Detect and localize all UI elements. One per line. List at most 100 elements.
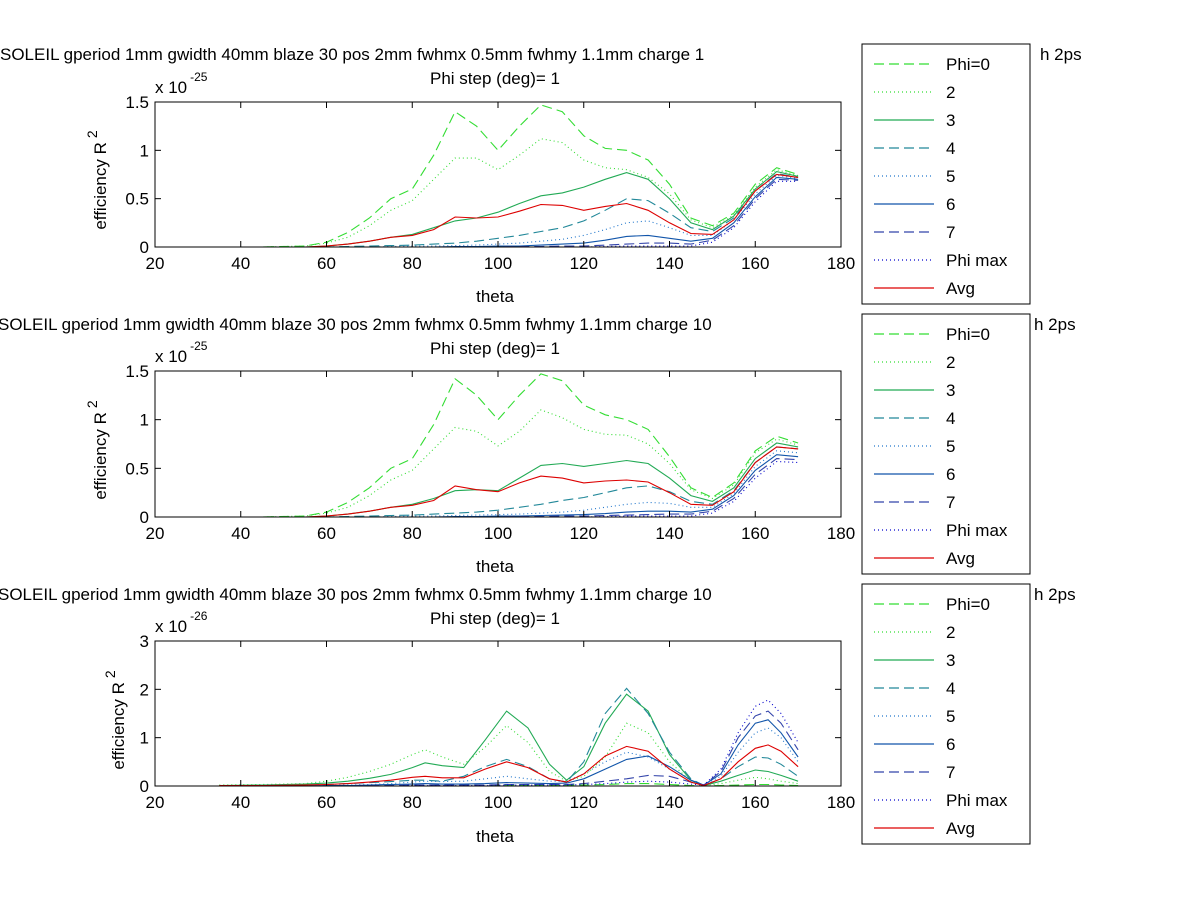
legend-label: 2 [946,623,955,642]
panel-2-subtitle: Phi step (deg)= 1 [430,339,560,358]
legend-box [861,583,1031,845]
y-tick-label: 0.5 [125,459,149,478]
x-tick-label: 80 [403,524,422,543]
x-tick-label: 180 [827,254,855,273]
x-tick-label: 40 [231,254,250,273]
x-tick-label: 20 [146,524,165,543]
x-tick-label: 140 [655,524,683,543]
panel-3-xlabel: theta [476,827,514,846]
series-line-phi-0 [219,104,799,248]
panel-3-subtitle: Phi step (deg)= 1 [430,609,560,628]
legend-label: 3 [946,381,955,400]
panel-1-exponent: x 10-25 [155,70,208,97]
x-tick-label: 40 [231,793,250,812]
x-tick-label: 100 [484,254,512,273]
panel-3-ylabel-sup: 2 [102,670,118,678]
panel-1: 20 40 60 80 100 120 140 160 180 0 0.5 1 1.5 SOLEIL g… [0,43,1082,306]
legend-label: 3 [946,111,955,130]
panel-3-ylabel: efficiency R 2 [102,670,128,770]
legend-label: Phi max [946,791,1008,810]
legend-label: 6 [946,735,955,754]
panel-1-legend: Phi=0 2 3 4 5 6 7 Phi max Avg [861,43,1031,305]
series-line-2 [219,409,799,518]
legend-label: Phi=0 [946,595,990,614]
panel-3-exponent-power: -26 [190,609,208,623]
panel-2-exponent-power: -25 [190,339,208,353]
x-tick-label: 100 [484,524,512,543]
legend-label: 4 [946,409,955,428]
x-tick-label: 80 [403,793,422,812]
x-tick-label: 180 [827,793,855,812]
panel-1-exponent-power: -25 [190,70,208,84]
panel-1-ylabel-text: efficiency R [91,142,110,230]
legend-label: Phi max [946,521,1008,540]
legend-label: 7 [946,223,955,242]
panel-3-exponent-base: x 10 [155,617,187,636]
panel-3-title-tail: h 2ps [1034,585,1076,604]
panel-3-exponent: x 10-26 [155,609,208,636]
legend-label: Phi max [946,251,1008,270]
legend-label: 2 [946,83,955,102]
panel-1-title: SOLEIL gperiod 1mm gwidth 40mm blaze 30 … [0,45,704,64]
x-tick-label: 100 [484,793,512,812]
y-tick-label: 2 [140,680,149,699]
x-tick-label: 160 [741,524,769,543]
x-tick-label: 180 [827,524,855,543]
series-line-avg [219,446,799,518]
x-tick-label: 160 [741,254,769,273]
panel-3-ylabel-text: efficiency R [109,682,128,770]
series-line-phi-0 [219,373,799,518]
panel-1-title-tail: h 2ps [1040,45,1082,64]
x-tick-label: 80 [403,254,422,273]
panel-1-ticks: 20 40 60 80 100 120 140 160 180 0 0.5 1 1.5 [125,93,855,273]
legend-label: 4 [946,679,955,698]
x-tick-label: 120 [570,524,598,543]
panel-2: 20 40 60 80 100 120 140 160 180 0 0.5 1 1.5 SOLEIL g… [0,313,1076,576]
series-line-3 [219,693,799,787]
x-tick-label: 20 [146,793,165,812]
legend-label: 7 [946,493,955,512]
panel-2-legend: Phi=0 2 3 4 5 6 7 Phi max Avg [861,313,1031,575]
series-line-7 [219,178,799,248]
x-tick-label: 140 [655,793,683,812]
legend-label: 6 [946,465,955,484]
panel-3: 20 40 60 80 100 120 140 160 180 0 1 2 3 SOLEIL gperi… [0,583,1076,846]
panel-1-ylabel-sup: 2 [84,130,100,138]
y-tick-label: 0.5 [125,190,149,209]
legend-label: 2 [946,353,955,372]
legend-label: 7 [946,763,955,782]
legend-label: Avg [946,819,975,838]
panel-3-ticks: 20 40 60 80 100 120 140 160 180 0 1 2 3 [140,632,856,812]
x-tick-label: 60 [317,254,336,273]
y-tick-label: 1 [140,141,149,160]
legend-box [861,313,1031,575]
panel-3-title: SOLEIL gperiod 1mm gwidth 40mm blaze 30 … [0,585,712,604]
panel-2-title-tail: h 2ps [1034,315,1076,334]
y-tick-label: 0 [140,508,149,527]
y-tick-label: 1 [140,729,149,748]
y-tick-label: 1.5 [125,93,149,112]
y-tick-label: 0 [140,238,149,257]
panel-2-ylabel: efficiency R 2 [84,400,110,500]
legend-label: Phi=0 [946,325,990,344]
y-tick-label: 3 [140,632,149,651]
panel-2-xlabel: theta [476,557,514,576]
x-tick-label: 60 [317,793,336,812]
series-line-5 [219,727,799,787]
panel-2-title: SOLEIL gperiod 1mm gwidth 40mm blaze 30 … [0,315,712,334]
y-tick-label: 0 [140,777,149,796]
panel-2-exponent: x 10-25 [155,339,208,366]
legend-label: 6 [946,195,955,214]
legend-box [861,43,1031,305]
legend-label: 5 [946,167,955,186]
x-tick-label: 140 [655,254,683,273]
x-tick-label: 120 [570,254,598,273]
legend-label: 5 [946,437,955,456]
panel-1-xlabel: theta [476,287,514,306]
panel-2-exponent-base: x 10 [155,347,187,366]
series-line-7 [219,458,799,518]
legend-label: 3 [946,651,955,670]
x-tick-label: 120 [570,793,598,812]
x-tick-label: 40 [231,524,250,543]
